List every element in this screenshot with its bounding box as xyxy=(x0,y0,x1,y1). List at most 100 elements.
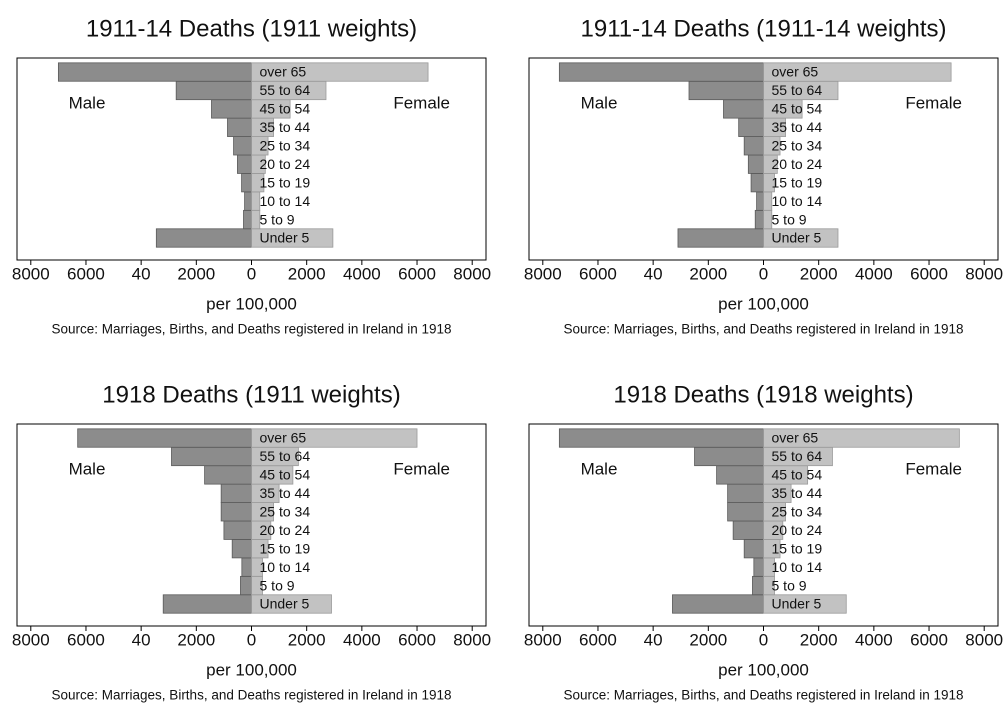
x-tick-label: 6000 xyxy=(910,264,948,283)
series-label: Female xyxy=(393,93,450,112)
category-label: 45 to 54 xyxy=(772,101,823,117)
x-tick-label: 2000 xyxy=(800,630,838,649)
x-tick-label: 0 xyxy=(247,630,256,649)
male-bar xyxy=(738,117,764,137)
category-label: 35 to 44 xyxy=(772,485,823,501)
male-bar xyxy=(677,228,764,248)
x-tick-label: 2000 xyxy=(177,264,215,283)
category-label: 5 to 9 xyxy=(260,211,295,227)
male-bar xyxy=(716,465,764,485)
x-tick-label: 6000 xyxy=(579,264,617,283)
male-bar xyxy=(223,520,252,540)
x-tick-label: 4000 xyxy=(855,630,893,649)
x-tick-label: 8000 xyxy=(453,264,491,283)
category-label: 55 to 64 xyxy=(772,448,823,464)
x-tick-label: 2000 xyxy=(800,264,838,283)
category-label: over 65 xyxy=(772,64,819,80)
x-tick-label: 40 xyxy=(644,630,663,649)
x-axis-label: per 100,000 xyxy=(206,660,297,679)
x-tick-label: 6000 xyxy=(398,630,436,649)
x-axis-label: per 100,000 xyxy=(718,660,809,679)
series-label: Male xyxy=(69,459,106,478)
category-label: 20 to 24 xyxy=(772,156,823,172)
male-bar xyxy=(754,209,764,230)
source-note: Source: Marriages, Births, and Deaths re… xyxy=(52,688,452,703)
x-tick-label: 2000 xyxy=(288,630,326,649)
category-label: 25 to 34 xyxy=(260,138,311,154)
male-bar xyxy=(694,446,764,467)
series-label: Female xyxy=(905,459,962,478)
male-bar xyxy=(155,228,252,248)
category-label: over 65 xyxy=(260,430,307,446)
male-bar xyxy=(241,557,252,577)
male-bar xyxy=(244,191,252,211)
category-label: 15 to 19 xyxy=(772,174,823,190)
category-label: 20 to 24 xyxy=(772,522,823,538)
male-bar xyxy=(750,173,764,193)
x-tick-label: 8000 xyxy=(453,630,491,649)
category-label: 15 to 19 xyxy=(260,540,311,556)
chart-title: 1918 Deaths (1918 weights) xyxy=(613,381,913,408)
male-bar xyxy=(162,594,252,614)
x-tick-label: 8000 xyxy=(965,264,1003,283)
series-label: Male xyxy=(69,93,106,112)
category-label: 20 to 24 xyxy=(260,156,311,172)
male-bar xyxy=(672,594,764,614)
male-bar xyxy=(227,117,252,137)
x-tick-label: 8000 xyxy=(524,264,562,283)
male-bar xyxy=(743,136,764,156)
male-bar xyxy=(558,428,764,448)
category-label: 5 to 9 xyxy=(260,577,295,593)
category-label: 20 to 24 xyxy=(260,522,311,538)
x-tick-label: 4000 xyxy=(343,630,381,649)
male-bar xyxy=(233,136,252,156)
female-bar xyxy=(763,62,952,82)
male-bar xyxy=(756,191,764,211)
x-tick-label: 40 xyxy=(132,264,151,283)
male-bar xyxy=(752,575,764,596)
male-bar xyxy=(204,465,252,485)
male-bar xyxy=(723,99,764,119)
category-label: 15 to 19 xyxy=(772,540,823,556)
male-bar xyxy=(171,446,252,467)
category-label: 55 to 64 xyxy=(260,448,311,464)
male-bar xyxy=(231,539,252,559)
category-label: over 65 xyxy=(772,430,819,446)
male-bar xyxy=(727,483,764,503)
source-note: Source: Marriages, Births, and Deaths re… xyxy=(564,688,964,703)
x-axis-label: per 100,000 xyxy=(718,294,809,313)
x-tick-label: 40 xyxy=(644,264,663,283)
category-label: 10 to 14 xyxy=(772,193,823,209)
x-tick-label: 2000 xyxy=(288,264,326,283)
male-bar xyxy=(727,502,764,522)
category-label: 35 to 44 xyxy=(260,119,311,135)
x-tick-label: 8000 xyxy=(12,264,50,283)
male-bar xyxy=(688,80,764,101)
series-label: Female xyxy=(393,459,450,478)
category-label: Under 5 xyxy=(260,596,310,612)
category-label: 15 to 19 xyxy=(260,174,311,190)
female-bar xyxy=(251,428,418,448)
x-tick-label: 2000 xyxy=(689,264,727,283)
male-bar xyxy=(732,520,764,540)
category-label: 55 to 64 xyxy=(772,82,823,98)
male-bar xyxy=(77,428,252,448)
x-tick-label: 8000 xyxy=(524,630,562,649)
category-label: 45 to 54 xyxy=(772,467,823,483)
male-bar xyxy=(747,154,764,174)
male-bar xyxy=(57,62,252,82)
chart-title: 1918 Deaths (1911 weights) xyxy=(102,381,400,408)
category-label: Under 5 xyxy=(260,230,310,246)
category-label: Under 5 xyxy=(772,596,822,612)
x-tick-label: 6000 xyxy=(910,630,948,649)
category-label: 25 to 34 xyxy=(260,504,311,520)
x-tick-label: 4000 xyxy=(855,264,893,283)
female-bar xyxy=(763,594,847,614)
category-label: 25 to 34 xyxy=(772,138,823,154)
category-label: Under 5 xyxy=(772,230,822,246)
x-tick-label: 6000 xyxy=(579,630,617,649)
x-tick-label: 0 xyxy=(247,264,256,283)
category-label: 10 to 14 xyxy=(260,193,311,209)
category-label: over 65 xyxy=(260,64,307,80)
male-bar xyxy=(211,99,252,119)
